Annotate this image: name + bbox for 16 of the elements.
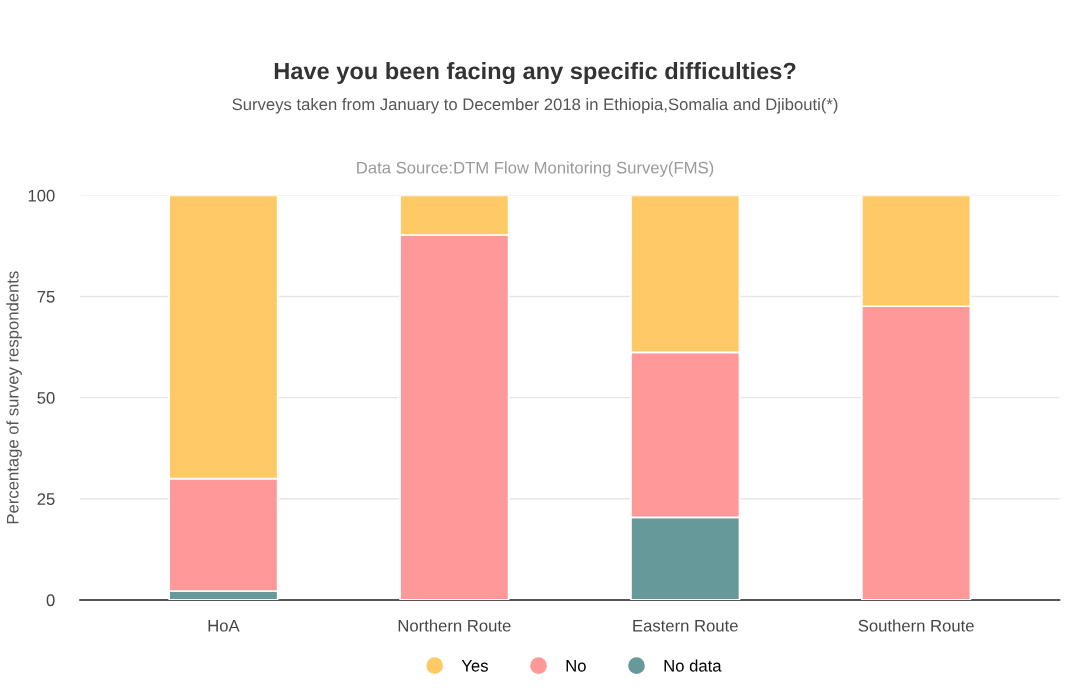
legend-label: No data bbox=[664, 659, 722, 672]
x-tick-label: Southern Route bbox=[858, 619, 974, 632]
chart-title: Have you been facing any specific difficulties? bbox=[274, 62, 796, 85]
legend-label: No bbox=[566, 660, 586, 672]
y-tick-label: 75 bbox=[37, 291, 55, 303]
source-note: Data Source:DTM Flow Monitoring Survey(FMS) bbox=[357, 161, 714, 177]
y-tick-label: 25 bbox=[37, 493, 55, 505]
y-axis-title: Percentage of survey respondents bbox=[6, 271, 22, 524]
chart-subtitle: Surveys taken from January to December 2018 in Ethiopia,Somalia and Djibouti(*) bbox=[232, 98, 838, 114]
x-tick-label: Eastern Route bbox=[633, 619, 738, 632]
y-tick-label: 50 bbox=[37, 392, 55, 404]
y-tick-label: 0 bbox=[46, 594, 55, 607]
legend-label: Yes bbox=[461, 660, 488, 672]
y-tick-label: 100 bbox=[28, 189, 55, 202]
x-tick-label: Northern Route bbox=[398, 619, 511, 632]
x-tick-label: HoA bbox=[208, 619, 240, 632]
